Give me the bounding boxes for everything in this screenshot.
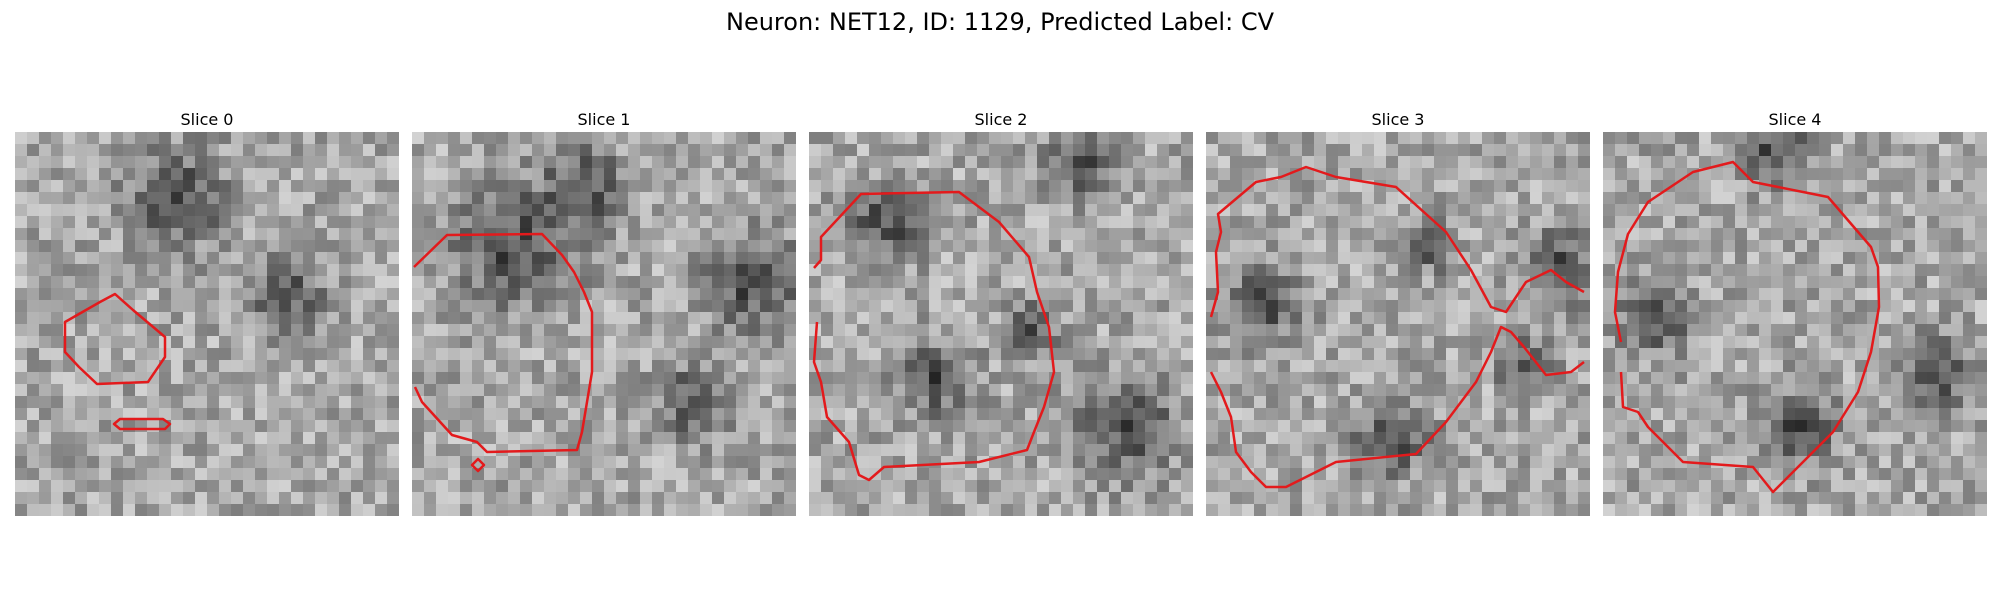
figure-title: Neuron: NET12, ID: 1129, Predicted Label… — [726, 8, 1274, 36]
segmentation-contour — [1613, 160, 1881, 494]
segmentation-contour — [1209, 165, 1585, 489]
grayscale-pixel-grid — [1206, 132, 1590, 516]
slice-image — [1603, 132, 1987, 516]
slice-title: Slice 3 — [1371, 110, 1425, 129]
grayscale-pixel-grid — [15, 132, 399, 516]
slice-image — [1206, 132, 1590, 516]
slice-image — [15, 132, 399, 516]
slice-panel-4: Slice 4 — [1603, 108, 1987, 516]
slice-panel-3: Slice 3 — [1206, 108, 1590, 516]
segmentation-contour — [812, 190, 1056, 482]
slice-panel-2: Slice 2 — [809, 108, 1193, 516]
slice-panel-0: Slice 0 — [15, 108, 399, 516]
slice-title: Slice 0 — [180, 110, 234, 129]
segmentation-contour — [413, 232, 594, 473]
slice-title: Slice 4 — [1768, 110, 1822, 129]
slice-title: Slice 2 — [974, 110, 1028, 129]
slice-image — [412, 132, 796, 516]
slice-image — [809, 132, 1193, 516]
grayscale-pixel-grid — [412, 132, 796, 516]
slice-title: Slice 1 — [577, 110, 631, 129]
grayscale-pixel-grid — [809, 132, 1193, 516]
segmentation-contour — [63, 292, 172, 431]
slice-panel-1: Slice 1 — [412, 108, 796, 516]
